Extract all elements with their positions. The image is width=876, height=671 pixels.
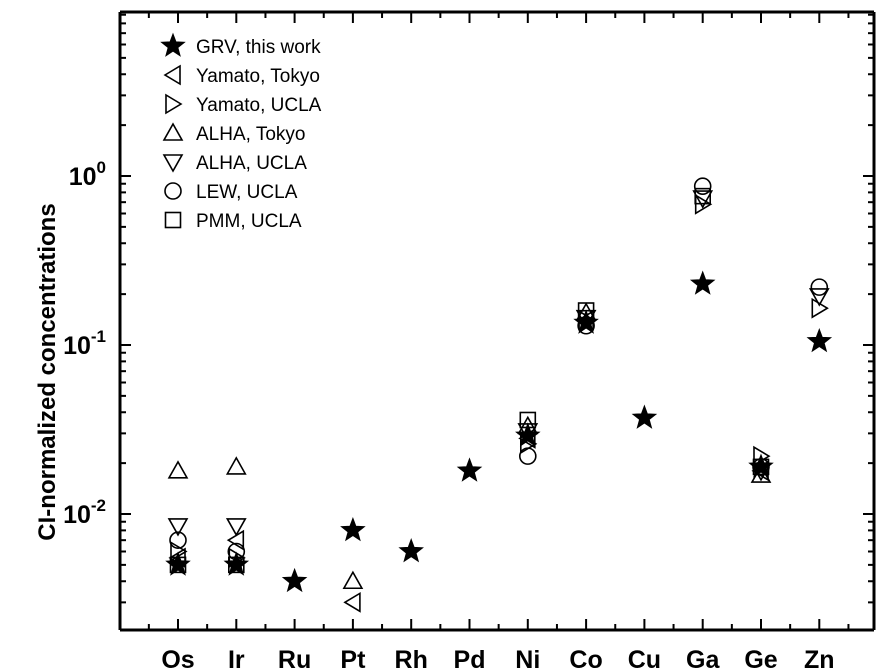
- data-point-star-filled: [515, 422, 541, 447]
- x-tick-label: Pd: [454, 646, 486, 671]
- y-tick-label: 10-2: [63, 496, 106, 529]
- data-point-star-filled: [223, 551, 250, 576]
- data-point-star-filled: [165, 551, 191, 576]
- y-tick-label: 100: [69, 158, 106, 191]
- data-point-triangle-up: [167, 460, 189, 479]
- legend-marker-star-filled: [160, 32, 186, 57]
- data-point-triangle-left: [226, 529, 245, 551]
- legend-entry-label: ALHA, Tokyo: [196, 124, 305, 145]
- legend-entry-label: LEW, UCLA: [196, 182, 298, 203]
- data-point-circle: [810, 278, 829, 296]
- x-tick-label: Ir: [228, 646, 245, 671]
- data-point-star-filled: [631, 404, 658, 429]
- legend-marker-triangle-left: [163, 64, 181, 86]
- x-tick-label: Pt: [340, 646, 366, 671]
- x-tick-label: Zn: [804, 646, 835, 671]
- x-tick-label: Ru: [278, 646, 311, 671]
- data-point-star-filled: [806, 327, 833, 353]
- legend-marker-triangle-right: [165, 93, 183, 115]
- x-tick-label: Rh: [395, 646, 428, 671]
- x-tick-label: Ge: [744, 646, 777, 671]
- x-tick-label: Cu: [628, 646, 661, 671]
- data-point-star-filled: [456, 457, 483, 482]
- data-point-triangle-up: [225, 456, 247, 475]
- legend-marker-square: [164, 211, 182, 229]
- data-point-triangle-up: [342, 570, 364, 590]
- data-point-circle: [693, 177, 712, 196]
- y-axis-ticks: 100 10-1 10-2: [63, 13, 874, 604]
- data-point-triangle-down: [692, 190, 714, 209]
- legend-entry-label: ALHA, UCLA: [196, 153, 307, 174]
- data-point-triangle-down: [808, 288, 830, 307]
- data-point-star-filled: [398, 538, 424, 563]
- data-point-circle: [518, 447, 537, 465]
- data-point-circle: [169, 531, 187, 549]
- x-tick-label: Os: [161, 646, 194, 671]
- data-point-triangle-right: [811, 297, 829, 319]
- y-tick-label: 10-1: [63, 327, 106, 360]
- x-tick-label: Co: [569, 646, 602, 671]
- data-point-star-filled: [281, 567, 308, 593]
- data-point-triangle-down: [225, 518, 247, 537]
- legend-entry-label: PMM, UCLA: [196, 211, 302, 232]
- data-point-star-filled: [340, 516, 366, 542]
- y-axis-title: CI-normalized concentrations: [34, 203, 61, 540]
- data-point-star-filled: [748, 453, 774, 478]
- legend-entry-label: Yamato, Tokyo: [196, 66, 320, 87]
- data-point-triangle-down: [167, 518, 189, 537]
- data-points: [165, 177, 833, 613]
- x-tick-label: Ga: [686, 646, 720, 671]
- plot-frame: [118, 10, 876, 632]
- data-point-triangle-left: [343, 591, 361, 613]
- legend: GRV, this work Yamato, Tokyo Yamato, UCLA A…: [160, 32, 322, 232]
- data-point-square: [694, 187, 712, 205]
- legend-marker-circle: [164, 182, 182, 200]
- legend-entry-label: Yamato, UCLA: [196, 95, 322, 116]
- data-point-star-filled: [573, 309, 599, 334]
- x-axis-ticks: Os Ir Ru Pt Rh Pd Ni Co Cu Ga Ge Zn: [147, 12, 850, 671]
- legend-marker-triangle-up: [162, 122, 184, 141]
- x-tick-label: Ni: [515, 646, 540, 671]
- data-point-star-filled: [689, 270, 716, 295]
- legend-entry-label: GRV, this work: [196, 37, 321, 58]
- legend-marker-triangle-down: [162, 154, 184, 173]
